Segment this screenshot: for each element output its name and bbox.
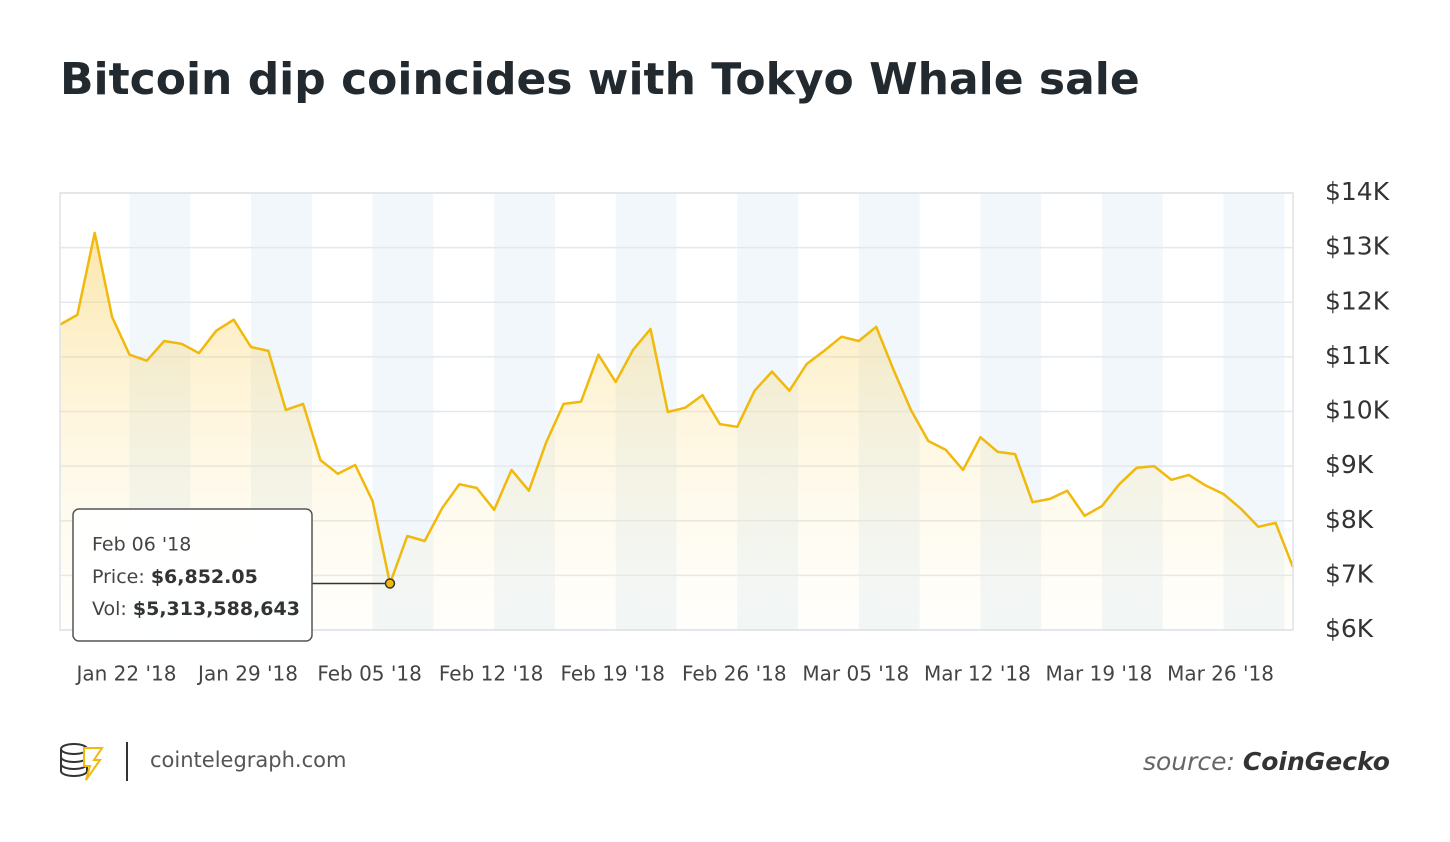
x-tick-label: Jan 22 '18 <box>74 662 176 686</box>
y-tick-label: $7K <box>1325 559 1374 588</box>
tooltip-price: Price: $6,852.05 <box>92 566 258 588</box>
tooltip-date: Feb 06 '18 <box>92 534 191 556</box>
tooltip-box <box>72 508 313 642</box>
y-tick-label: $6K <box>1325 614 1374 643</box>
x-tick-label: Feb 12 '18 <box>439 662 544 686</box>
x-tick-label: Feb 26 '18 <box>682 662 787 686</box>
y-tick-label: $11K <box>1325 341 1390 370</box>
y-tick-label: $9K <box>1325 450 1374 479</box>
logo <box>60 743 104 781</box>
footer-site: cointelegraph.com <box>150 748 346 772</box>
tooltip-price-value: $6,852.05 <box>151 566 258 588</box>
price-line <box>59 231 1295 585</box>
source-name: CoinGecko <box>1243 747 1390 776</box>
tooltip-vol-label: Vol: <box>92 598 127 620</box>
chart-title: Bitcoin dip coincides with Tokyo Whale s… <box>60 54 1140 105</box>
source: source: CoinGecko <box>1143 747 1390 776</box>
tooltip-point <box>384 578 396 589</box>
tooltip-vol: Vol: $5,313,588,643 <box>92 598 300 620</box>
y-tick-label: $10K <box>1325 396 1390 425</box>
x-tick-label: Mar 05 '18 <box>802 662 909 686</box>
y-tick-label: $14K <box>1325 177 1390 206</box>
y-tick-label: $8K <box>1325 505 1374 534</box>
x-tick-label: Mar 12 '18 <box>924 662 1031 686</box>
y-tick-label: $13K <box>1325 232 1390 261</box>
x-tick-label: Feb 05 '18 <box>317 662 422 686</box>
y-tick-label: $12K <box>1325 286 1390 315</box>
source-label: source: <box>1143 747 1235 776</box>
tooltip-vol-value: $5,313,588,643 <box>133 598 300 620</box>
x-tick-label: Mar 26 '18 <box>1167 662 1274 686</box>
price-area <box>60 232 1293 630</box>
x-tick-label: Mar 19 '18 <box>1046 662 1153 686</box>
tooltip-price-label: Price: <box>92 566 145 588</box>
x-tick-label: Feb 19 '18 <box>560 662 665 686</box>
plot-frame <box>59 192 1294 631</box>
x-tick-label: Jan 29 '18 <box>196 662 298 686</box>
